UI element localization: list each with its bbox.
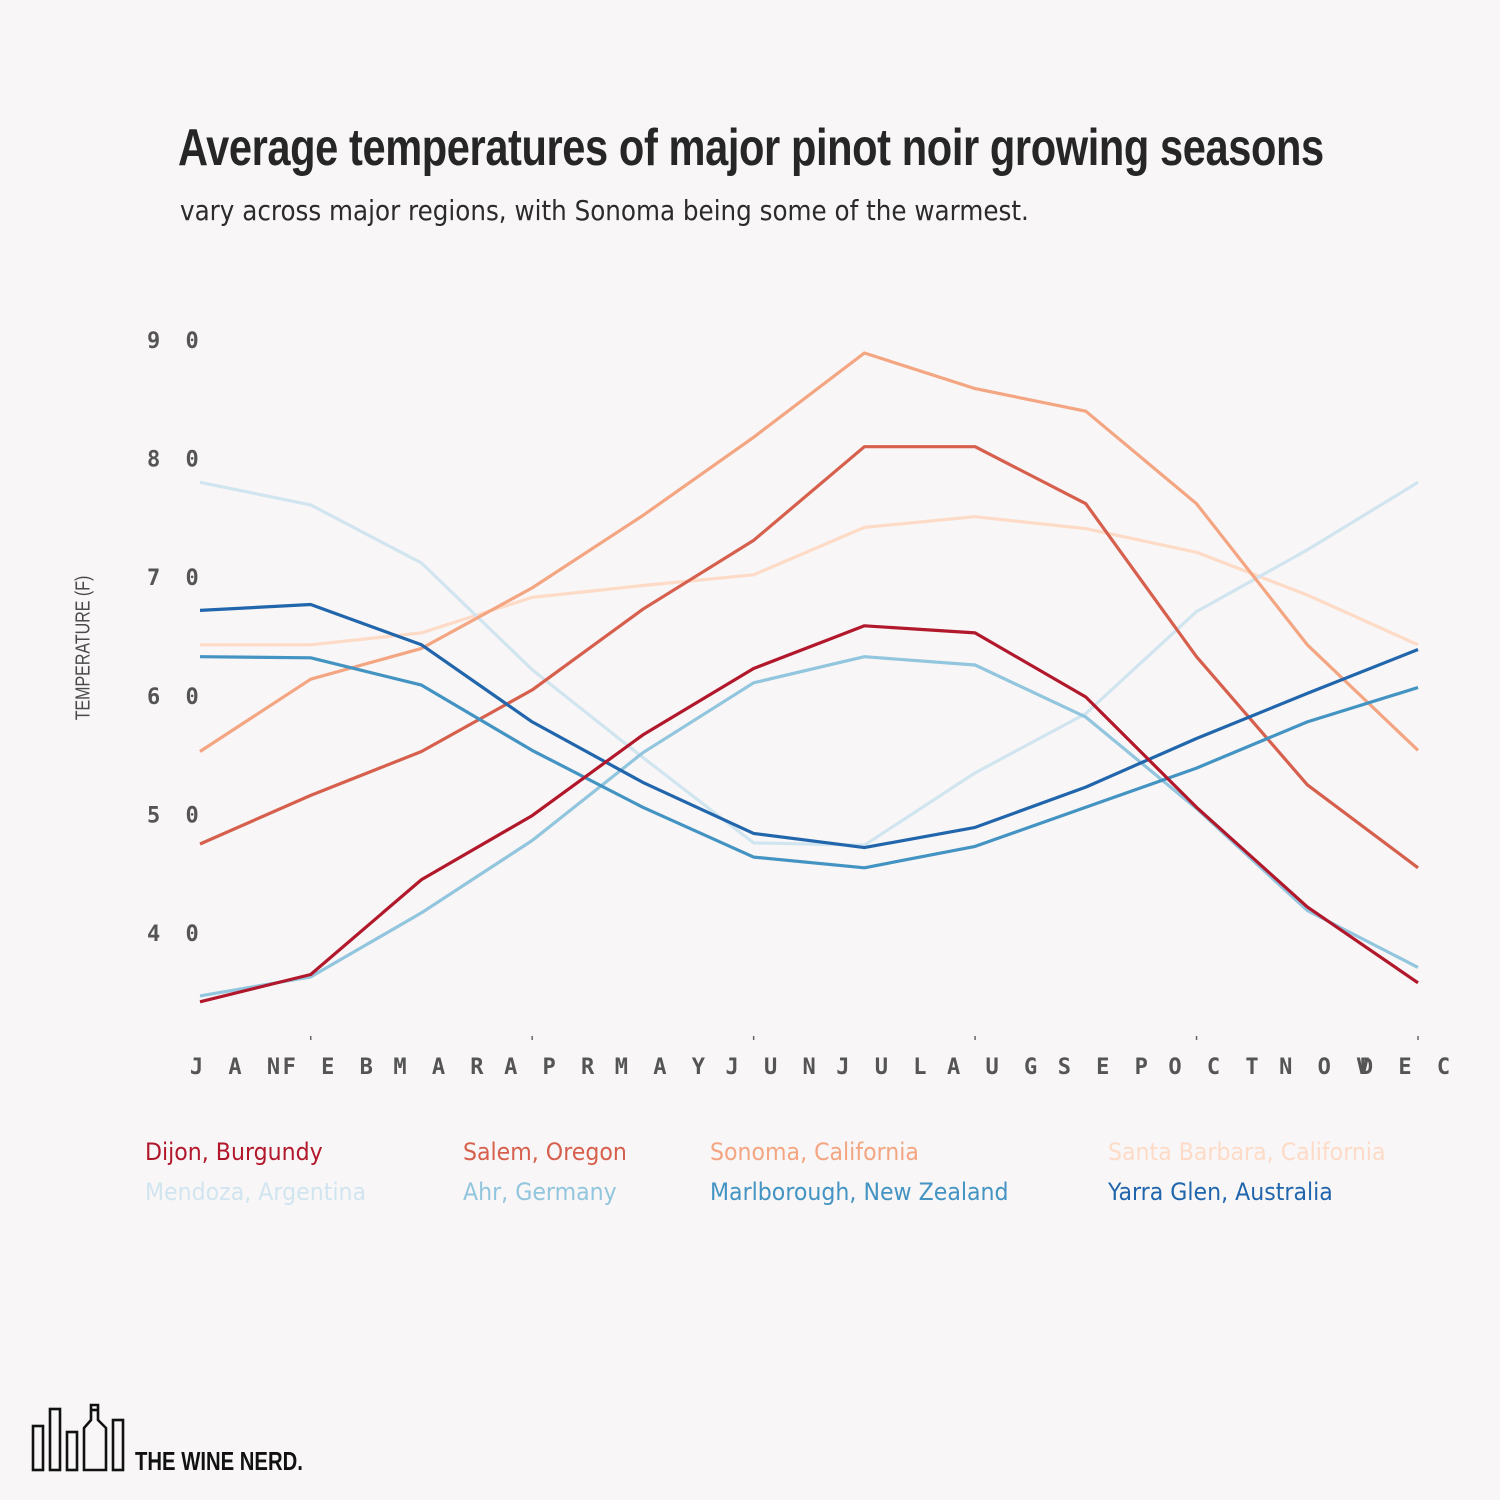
logo-bar	[31, 1424, 45, 1472]
y-tick-label: 4 0	[147, 922, 205, 947]
series-line-salem-oregon	[199, 445, 1419, 870]
legend-item-yarra-glen: Yarra Glen, Australia	[1108, 1178, 1333, 1206]
x-tick-label: M A Y	[615, 1055, 711, 1080]
series-line-sonoma-california	[199, 351, 1420, 753]
logo-bar	[111, 1418, 125, 1472]
y-tick-label: 9 0	[147, 329, 205, 354]
x-tick-label: O C T	[1168, 1055, 1264, 1080]
series-line-mendoza-argentina	[199, 480, 1419, 847]
logo-text: THE WINE NERD.	[135, 1446, 303, 1476]
x-tick-label: F E B	[283, 1055, 379, 1080]
legend-item-mendoza: Mendoza, Argentina	[145, 1178, 367, 1206]
chart-subtitle: vary across major regions, with Sonoma b…	[180, 194, 1029, 227]
x-tick-label: N O V	[1279, 1055, 1375, 1080]
x-tick-label: A P R	[504, 1055, 600, 1080]
y-tick-label: 5 0	[147, 803, 205, 828]
series-line-dijon-burgundy	[199, 624, 1419, 1004]
series-line-marlborough-new-zealand	[199, 655, 1419, 870]
series-line-santa-barbara-california	[200, 515, 1419, 647]
legend-item-santa-barbara: Santa Barbara, California	[1108, 1138, 1386, 1166]
x-tick-label: D E C	[1360, 1055, 1456, 1080]
x-tick-label: J U L	[836, 1055, 932, 1080]
series-line-yarra-glen-australia	[199, 602, 1419, 850]
chart-title: Average temperatures of major pinot noir…	[178, 119, 1324, 177]
x-tick-label: S E P	[1058, 1055, 1154, 1080]
logo-bottle	[82, 1403, 108, 1472]
logo-bar	[48, 1407, 62, 1472]
logo-bar	[65, 1430, 79, 1472]
y-axis-ticks: 4 0 5 0 6 0 7 0 8 0 9 0	[147, 329, 205, 947]
x-tick-label: J A N	[190, 1055, 286, 1080]
y-tick-label: 7 0	[147, 566, 205, 591]
legend-item-ahr: Ahr, Germany	[463, 1178, 617, 1206]
series-lines	[199, 351, 1420, 1004]
x-tick-label: A U G	[947, 1055, 1043, 1080]
x-axis-ticks: J A NF E B M A R A P R M A Y J U N J U L A U G…	[190, 1036, 1456, 1080]
line-chart: 4 0 5 0 6 0 7 0 8 0 9 0 J A NF E B M A R A P R M…	[147, 329, 1456, 1080]
y-tick-label: 6 0	[147, 685, 205, 710]
wine-bottles-icon	[31, 1403, 125, 1472]
legend-item-salem: Salem, Oregon	[463, 1138, 627, 1166]
x-tick-label: J U N	[726, 1055, 822, 1080]
legend-item-dijon: Dijon, Burgundy	[145, 1138, 323, 1166]
x-tick-label: M A R	[393, 1055, 489, 1080]
y-tick-label: 8 0	[147, 448, 205, 473]
series-line-ahr-germany	[199, 655, 1419, 998]
legend-item-sonoma: Sonoma, California	[710, 1138, 919, 1166]
legend-item-marlborough: Marlborough, New Zealand	[710, 1178, 1009, 1206]
